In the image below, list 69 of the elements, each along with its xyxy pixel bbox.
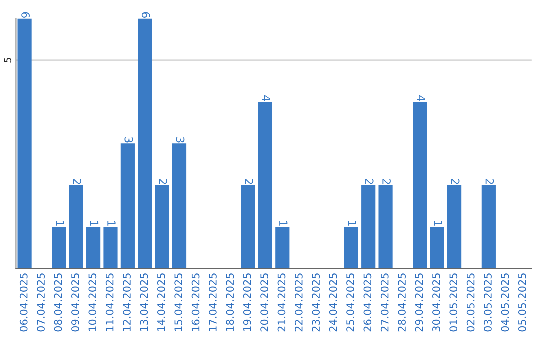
data-label: 4: [417, 95, 426, 102]
data-label: 2: [245, 179, 254, 184]
bar: [120, 144, 135, 269]
x-tick-label: 22.04.2025: [294, 274, 303, 332]
data-label: 3: [176, 137, 185, 143]
x-tick-label: 25.04.2025: [346, 274, 354, 332]
bar: [276, 226, 290, 269]
bar: [155, 185, 170, 269]
data-label: 2: [73, 179, 82, 184]
bar: [86, 226, 101, 269]
x-tick-label: 29.04.2025: [415, 274, 424, 332]
bar: [52, 226, 66, 269]
data-label: 3: [124, 137, 134, 143]
x-tick-label: 26.04.2025: [364, 274, 372, 332]
bar: [241, 185, 256, 269]
bar: [413, 102, 428, 269]
data-label: 2: [382, 179, 391, 184]
x-tick-label: 20.04.2025: [260, 274, 268, 332]
x-tick-label: 07.04.2025: [37, 274, 46, 332]
x-tick-label: 03.05.2025: [484, 274, 492, 332]
bar: [172, 144, 187, 269]
data-label: 2: [159, 179, 168, 184]
data-label: 1: [434, 221, 442, 226]
data-label: 1: [280, 221, 288, 226]
bar: [378, 185, 393, 269]
x-tick-label: 06.04.2025: [20, 274, 28, 332]
x-tick-label: 28.04.2025: [398, 274, 406, 332]
y-tick-label: 5: [4, 58, 12, 63]
bar: [430, 226, 444, 269]
bar: [104, 226, 118, 269]
x-tick-label: 09.04.2025: [72, 274, 80, 332]
x-tick-label: 27.04.2025: [380, 274, 389, 332]
data-label: 2: [486, 179, 494, 184]
bar: [69, 185, 84, 269]
data-label: 1: [108, 221, 116, 226]
data-label: 4: [262, 95, 270, 102]
data-label: 2: [451, 179, 460, 184]
bar: [18, 18, 32, 269]
x-tick-label: 12.04.2025: [123, 274, 131, 332]
bar: [482, 185, 496, 269]
x-tick-label: 23.04.2025: [312, 274, 320, 332]
x-tick-label: 01.05.2025: [450, 274, 458, 332]
x-tick-label: 19.04.2025: [243, 274, 252, 332]
data-label: 1: [56, 221, 64, 226]
bar: [447, 185, 462, 269]
data-label: 1: [90, 221, 99, 226]
bar: [344, 226, 358, 269]
bar: [138, 18, 152, 269]
x-tick-label: 30.04.2025: [432, 274, 440, 332]
x-tick-label: 08.04.2025: [54, 274, 62, 332]
bar: [258, 102, 273, 269]
data-label: 6: [22, 12, 30, 18]
x-tick-label: 11.04.2025: [106, 274, 114, 332]
data-label: 6: [142, 12, 150, 18]
x-tick-label: 02.05.2025: [466, 274, 475, 332]
x-tick-label: 17.04.2025: [209, 274, 217, 332]
x-tick-label: 13.04.2025: [140, 274, 148, 332]
x-tick-label: 18.04.2025: [226, 274, 234, 332]
x-tick-label: 24.04.2025: [329, 274, 338, 332]
data-label: 1: [348, 221, 356, 226]
x-tick-label: 10.04.2025: [88, 274, 97, 332]
x-tick-label: 05.05.2025: [518, 274, 526, 332]
x-tick-label: 14.04.2025: [157, 274, 166, 332]
data-label: 2: [366, 179, 374, 184]
bar: [362, 185, 376, 269]
x-tick-label: 15.04.2025: [174, 274, 183, 332]
x-tick-label: 16.04.2025: [192, 274, 200, 332]
x-tick-label: 04.05.2025: [501, 274, 510, 332]
x-tick-label: 21.04.2025: [278, 274, 286, 332]
